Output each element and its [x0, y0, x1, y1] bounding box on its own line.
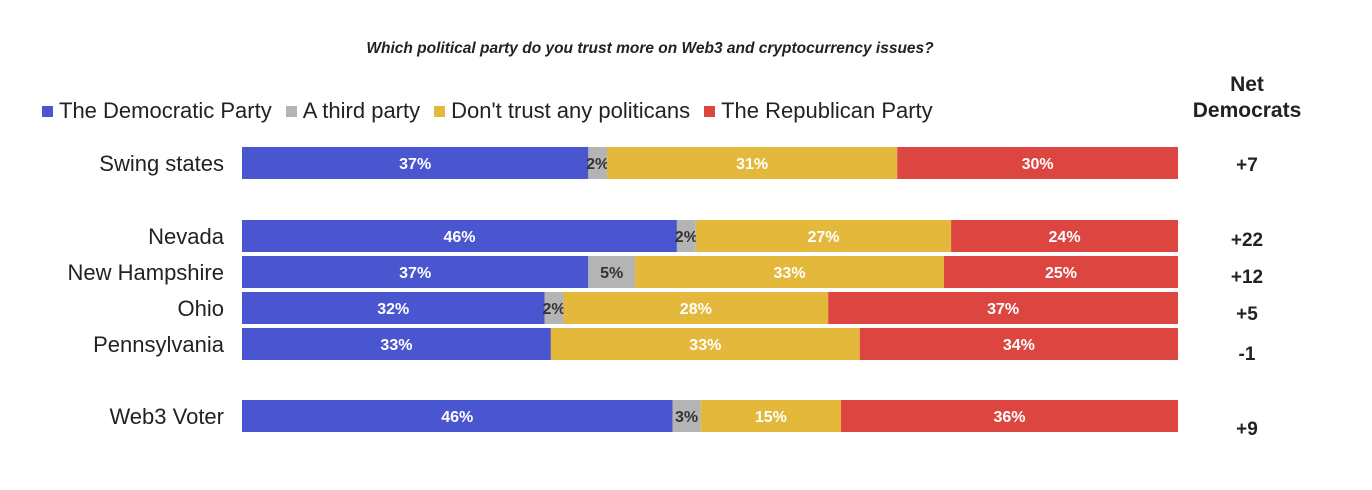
- bar-segment-swing-states-the-republican-party: [897, 147, 1178, 179]
- net-value-new-hampshire: +12: [1231, 267, 1263, 288]
- net-democrats-header: Net Democrats: [1178, 72, 1316, 124]
- legend-swatch-republican: [704, 105, 716, 117]
- row-label-pennsylvania: Pennsylvania: [93, 332, 225, 357]
- net-header-line-2: Democrats: [1192, 99, 1302, 122]
- data-label-ohio-the-democratic-party: 32%: [377, 301, 409, 318]
- data-label-ohio-the-republican-party: 37%: [987, 301, 1019, 318]
- bar-segment-nevada-a-third-party: [676, 220, 696, 252]
- data-label-pennsylvania-the-democratic-party: 33%: [380, 337, 412, 354]
- row-label-new-hampshire: New Hampshire: [68, 260, 225, 285]
- data-label-web3-voter-don-t-trust-any-politicans: 15%: [755, 409, 787, 426]
- bar-segment-new-hampshire-the-republican-party: [944, 256, 1178, 288]
- net-value-ohio: +5: [1236, 304, 1258, 325]
- legend-item-third-party: A third party: [285, 98, 421, 124]
- bar-segment-swing-states-the-democratic-party: [242, 147, 589, 179]
- data-label-nevada-don-t-trust-any-politicans: 27%: [807, 229, 839, 246]
- row-label-web3-voter: Web3 Voter: [109, 404, 224, 429]
- bar-segment-web3-voter-the-democratic-party: [242, 400, 673, 432]
- bar-segment-swing-states-don-t-trust-any-politicans: [607, 147, 898, 179]
- row-label-nevada: Nevada: [148, 224, 225, 249]
- bar-segment-web3-voter-don-t-trust-any-politicans: [700, 400, 842, 432]
- bar-segment-ohio-the-republican-party: [828, 292, 1178, 324]
- bar-segment-pennsylvania-the-republican-party: [859, 328, 1178, 360]
- data-label-ohio-a-third-party: 2%: [542, 301, 565, 318]
- data-label-nevada-the-democratic-party: 46%: [443, 229, 475, 246]
- net-header-line-1: Net: [1230, 73, 1264, 96]
- legend-label-republican: The Republican Party: [721, 98, 933, 123]
- data-label-new-hampshire-a-third-party: 5%: [600, 265, 623, 282]
- bar-segment-new-hampshire-the-democratic-party: [242, 256, 589, 288]
- data-label-pennsylvania-don-t-trust-any-politicans: 33%: [689, 337, 721, 354]
- bar-segment-ohio-don-t-trust-any-politicans: [563, 292, 829, 324]
- data-label-web3-voter-the-republican-party: 36%: [994, 409, 1026, 426]
- net-value-swing-states: +7: [1236, 155, 1258, 176]
- bar-segment-new-hampshire-a-third-party: [588, 256, 636, 288]
- data-label-swing-states-the-republican-party: 30%: [1022, 156, 1054, 173]
- bar-segment-nevada-the-republican-party: [951, 220, 1178, 252]
- legend-label-no-trust: Don't trust any politicans: [451, 98, 691, 123]
- legend-swatch-third-party: [285, 105, 297, 117]
- data-label-pennsylvania-the-republican-party: 34%: [1003, 337, 1035, 354]
- net-value-pennsylvania: -1: [1239, 344, 1256, 365]
- data-label-ohio-don-t-trust-any-politicans: 28%: [680, 301, 712, 318]
- legend-item-democratic: The Democratic Party: [42, 98, 272, 124]
- data-label-swing-states-a-third-party: 2%: [586, 156, 609, 173]
- data-label-new-hampshire-the-democratic-party: 37%: [399, 265, 431, 282]
- bar-segment-nevada-the-democratic-party: [242, 220, 677, 252]
- bar-segment-pennsylvania-don-t-trust-any-politicans: [550, 328, 860, 360]
- chart-title: Which political party do you trust more …: [366, 40, 934, 57]
- bar-segment-new-hampshire-don-t-trust-any-politicans: [635, 256, 944, 288]
- data-label-swing-states-the-democratic-party: 37%: [399, 156, 431, 173]
- data-label-web3-voter-the-democratic-party: 46%: [441, 409, 473, 426]
- data-label-nevada-the-republican-party: 24%: [1049, 229, 1081, 246]
- row-label-ohio: Ohio: [178, 296, 224, 321]
- row-label-swing-states: Swing states: [99, 151, 224, 176]
- bar-segment-pennsylvania-the-democratic-party: [242, 328, 551, 360]
- legend-swatch-democratic: [42, 105, 53, 117]
- bar-segment-swing-states-a-third-party: [588, 147, 608, 179]
- bar-segment-ohio-a-third-party: [544, 292, 564, 324]
- bar-segment-nevada-don-t-trust-any-politicans: [695, 220, 952, 252]
- chart-legend: The Democratic Party A third party Don't…: [42, 96, 947, 126]
- bar-segment-ohio-the-democratic-party: [242, 292, 545, 324]
- data-label-new-hampshire-the-republican-party: 25%: [1045, 265, 1077, 282]
- legend-label-third-party: A third party: [302, 98, 421, 123]
- legend-label-democratic: The Democratic Party: [59, 98, 272, 123]
- legend-item-republican: The Republican Party: [704, 98, 933, 124]
- bar-segment-web3-voter-a-third-party: [672, 400, 701, 432]
- bar-segment-web3-voter-the-republican-party: [841, 400, 1178, 432]
- legend-item-no-trust: Don't trust any politicans: [434, 98, 690, 124]
- net-value-nevada: +22: [1231, 230, 1263, 251]
- data-label-nevada-a-third-party: 2%: [675, 229, 698, 246]
- data-label-new-hampshire-don-t-trust-any-politicans: 33%: [774, 265, 806, 282]
- legend-swatch-no-trust: [434, 105, 446, 117]
- data-label-swing-states-don-t-trust-any-politicans: 31%: [736, 156, 768, 173]
- net-value-web3-voter: +9: [1236, 419, 1258, 440]
- data-label-web3-voter-a-third-party: 3%: [675, 409, 698, 426]
